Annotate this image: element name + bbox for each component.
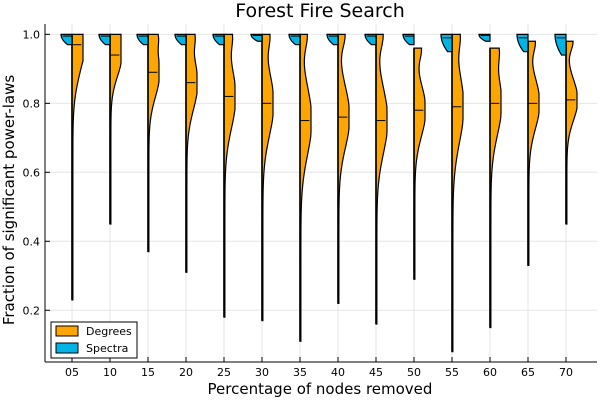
x-tick-label: 30 bbox=[255, 366, 269, 379]
violin-spectra-55 bbox=[440, 33, 453, 53]
violin-degrees-30 bbox=[261, 33, 274, 322]
legend-label-degrees: Degrees bbox=[86, 325, 132, 338]
violin-degrees-55 bbox=[451, 33, 464, 353]
violin-spectra-40 bbox=[326, 33, 339, 46]
violin-spectra-50 bbox=[402, 33, 415, 46]
x-tick-label: 45 bbox=[369, 366, 383, 379]
x-tick-label: 15 bbox=[141, 366, 155, 379]
violin-degrees-35 bbox=[299, 33, 312, 342]
x-tick-label: 55 bbox=[445, 366, 459, 379]
violin-degrees-10 bbox=[109, 33, 122, 225]
violin-degrees-05 bbox=[71, 33, 84, 301]
y-tick-label: 0.8 bbox=[23, 97, 41, 110]
y-tick-label: 0.6 bbox=[23, 166, 41, 179]
x-tick-label: 20 bbox=[179, 366, 193, 379]
x-tick-label: 60 bbox=[483, 366, 497, 379]
ticks: 0.2 0.4 0.6 0.8 1.0 05 10 15 20 25 30 35 40 45 50 55 60 6… bbox=[23, 28, 574, 379]
x-tick-label: 05 bbox=[65, 366, 79, 379]
x-tick-label: 50 bbox=[407, 366, 421, 379]
legend: Degrees Spectra bbox=[50, 321, 138, 359]
x-tick-label: 10 bbox=[103, 366, 117, 379]
violin-degrees-15 bbox=[147, 33, 160, 253]
y-tick-label: 0.4 bbox=[23, 235, 41, 248]
violins bbox=[60, 33, 578, 353]
violin-spectra-10 bbox=[98, 33, 111, 46]
x-tick-label: 35 bbox=[293, 366, 307, 379]
violin-degrees-20 bbox=[185, 33, 198, 273]
violin-spectra-25 bbox=[212, 33, 225, 46]
y-tick-label: 0.2 bbox=[23, 304, 41, 317]
violin-spectra-35 bbox=[288, 33, 301, 46]
legend-swatch-degrees bbox=[55, 325, 79, 337]
x-tick-label: 40 bbox=[331, 366, 345, 379]
x-tick-label: 65 bbox=[521, 366, 535, 379]
violin-spectra-65 bbox=[516, 33, 529, 53]
violin-spectra-05 bbox=[60, 33, 73, 46]
violin-spectra-45 bbox=[364, 33, 377, 46]
y-axis-label: Fraction of significant power-laws bbox=[0, 75, 18, 326]
violin-degrees-45 bbox=[375, 33, 388, 325]
violin-spectra-30 bbox=[250, 33, 263, 42]
chart-title: Forest Fire Search bbox=[235, 0, 405, 22]
violin-spectra-15 bbox=[136, 33, 149, 46]
violin-degrees-70 bbox=[565, 40, 578, 225]
axes bbox=[44, 24, 597, 363]
legend-swatch-spectra bbox=[55, 342, 79, 354]
violin-spectra-60 bbox=[478, 33, 491, 42]
violin-degrees-50 bbox=[413, 47, 426, 280]
violin-degrees-60 bbox=[489, 47, 502, 329]
legend-label-spectra: Spectra bbox=[86, 342, 128, 355]
violin-degrees-25 bbox=[223, 33, 236, 318]
violin-spectra-70 bbox=[554, 33, 567, 56]
violin-degrees-40 bbox=[337, 33, 350, 304]
y-tick-label: 1.0 bbox=[23, 28, 41, 41]
x-axis-label: Percentage of nodes removed bbox=[208, 380, 433, 398]
violin-spectra-20 bbox=[174, 33, 187, 46]
x-tick-label: 25 bbox=[217, 366, 231, 379]
violin-degrees-65 bbox=[527, 40, 540, 267]
x-tick-label: 70 bbox=[559, 366, 573, 379]
